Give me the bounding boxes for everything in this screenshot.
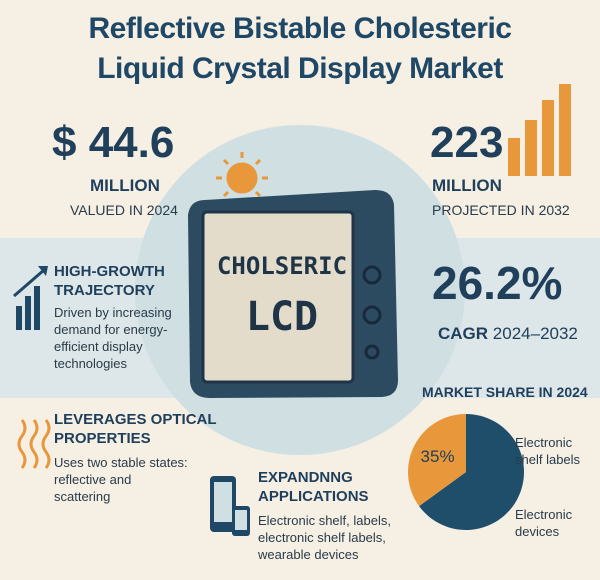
section-title: HIGH-GROWTH TRAJECTORY [54,263,165,299]
section: EXPANDNNG APPLICATIONS Electronic shelf,… [258,468,398,563]
stat-note: CAGR 2024–2032 [438,324,578,344]
screen: CHOLSERIC LCD [212,248,352,340]
stat-note: VALUED IN 2024 [70,202,178,218]
stat-value: 223 [430,118,504,167]
stat-value: $ 44.6 [52,118,175,167]
title-line: Liquid Crystal Display Market [97,52,503,85]
cagr-period: 2024–2032 [492,324,578,343]
screen-text: CHOLSERIC [216,252,348,280]
growth-icon [13,266,48,330]
section-body: Uses two stable states: reflective and s… [54,455,188,504]
data-label: 35% [421,447,455,466]
pie-title: MARKET SHARE IN 2024 [422,384,588,400]
stat-value: 26.2% [432,257,563,309]
wave-icon [17,419,51,469]
section: HIGH-GROWTH TRAJECTORY Driven by increas… [54,262,204,372]
stat-unit: MILLION [90,176,160,195]
section-title: LEVERAGES OPTICAL PROPERTIES [54,411,217,447]
tablet [188,190,398,398]
stat-unit: MILLION [432,176,502,195]
section-body: Electronic shelf, labels, electronic she… [258,513,391,562]
pie-slice [407,414,466,507]
section-title: EXPANDNNG APPLICATIONS [258,469,369,505]
cagr-label: CAGR [438,324,489,343]
bars-icon [508,84,571,176]
pie-slice [419,414,524,530]
title-line: Reflective Bistable Cholesteric [88,12,512,45]
section: LEVERAGES OPTICAL PROPERTIES Uses two st… [54,410,224,505]
legend-label: Electronic devices [515,507,573,539]
stat-note: PROJECTED IN 2032 [432,202,570,218]
screen-text: LCD [245,294,319,340]
legend-label: Electronic shelf labels [515,435,581,467]
devices-icon [210,476,250,536]
section-body: Driven by increasing demand for energy-e… [54,305,172,371]
pie-chart: 35% [407,414,524,530]
sun-icon [216,152,268,204]
